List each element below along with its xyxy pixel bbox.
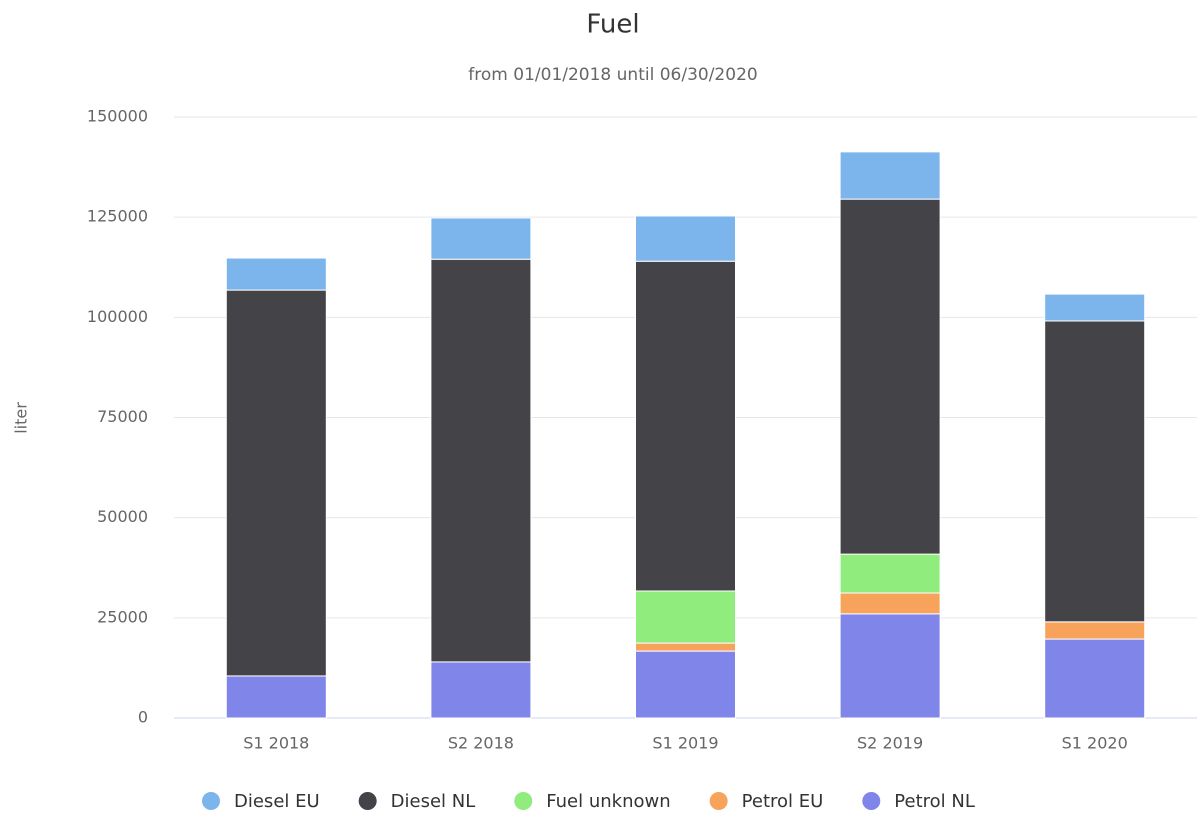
bar-segment: [1044, 621, 1146, 640]
legend-marker: [202, 792, 220, 810]
bar-segment: [225, 289, 327, 677]
y-tick-label: 75000: [97, 407, 148, 426]
bar-segment: [635, 590, 736, 644]
legend-marker: [358, 792, 377, 810]
y-axis-label: liter: [12, 402, 31, 434]
bar-segment: [839, 553, 941, 594]
legend-label: Petrol NL: [894, 791, 975, 812]
bar-segment: [430, 258, 532, 663]
legend-marker: [862, 792, 881, 810]
bar-segment: [839, 151, 941, 200]
bar-segment: [430, 661, 532, 719]
legend-marker: [709, 792, 728, 810]
y-tick-label: 0: [138, 708, 148, 727]
y-tick-label: 25000: [97, 607, 148, 626]
y-tick-label: 100000: [87, 307, 148, 326]
bar-segment: [635, 215, 736, 262]
x-tick-label: S1 2020: [1062, 734, 1128, 753]
legend-label: Petrol EU: [742, 791, 824, 812]
bar-segment: [430, 217, 532, 260]
legend-label: Diesel EU: [234, 791, 320, 812]
legend-label: Fuel unknown: [546, 791, 670, 812]
bar-segment: [1044, 638, 1146, 719]
bar-segment: [1044, 293, 1146, 322]
y-tick-label: 150000: [87, 107, 148, 126]
bar-segment: [225, 257, 327, 291]
y-tick-label: 125000: [87, 207, 148, 226]
bar-segment: [635, 642, 736, 652]
bar-segment: [635, 260, 736, 592]
x-tick-label: S1 2018: [243, 734, 309, 753]
legend-label: Diesel NL: [391, 791, 476, 812]
chart-subtitle: from 01/01/2018 until 06/30/2020: [468, 65, 757, 85]
bar-segment: [635, 650, 736, 719]
bar-segment: [839, 198, 941, 555]
legend-marker: [514, 792, 533, 810]
bar-segment: [839, 613, 941, 719]
chart-title: Fuel: [586, 10, 639, 40]
x-tick-label: S2 2019: [857, 734, 923, 753]
bar-segment: [1044, 320, 1146, 623]
bar-segment: [839, 592, 941, 615]
x-tick-label: S2 2018: [448, 734, 514, 753]
bar-segment: [225, 675, 327, 719]
x-tick-label: S1 2019: [652, 734, 718, 753]
y-tick-label: 50000: [97, 507, 148, 526]
